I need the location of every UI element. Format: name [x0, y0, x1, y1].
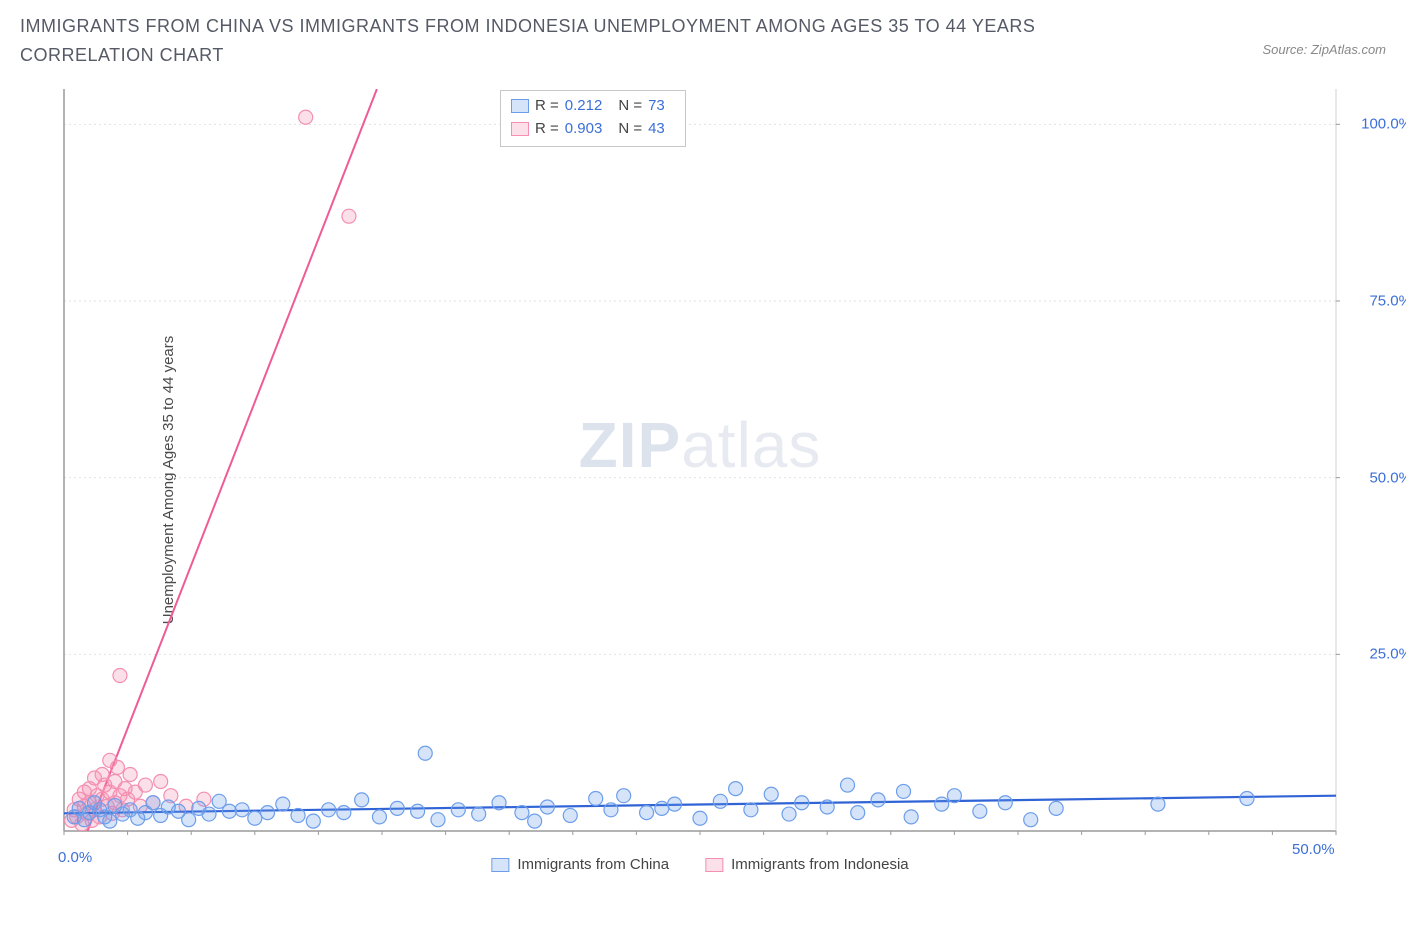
r-label: R =: [535, 95, 559, 118]
y-tick-label: 50.0%: [1369, 469, 1406, 486]
stats-row-china: R = 0.212 N = 73: [511, 95, 675, 118]
r-value-china: 0.212: [565, 95, 603, 118]
n-value-indonesia: 43: [648, 118, 665, 141]
y-tick-label: 100.0%: [1361, 116, 1406, 133]
x-tick-max: 50.0%: [1292, 841, 1335, 858]
legend-item-china: Immigrants from China: [491, 856, 669, 873]
legend-label-indonesia: Immigrants from Indonesia: [731, 856, 909, 873]
stats-row-indonesia: R = 0.903 N = 43: [511, 118, 675, 141]
chart-title: IMMIGRANTS FROM CHINA VS IMMIGRANTS FROM…: [20, 12, 1120, 70]
chart-area: Unemployment Among Ages 35 to 44 years Z…: [60, 85, 1380, 875]
x-tick-min: 0.0%: [58, 849, 92, 866]
legend-swatch-indonesia: [705, 858, 723, 872]
swatch-china: [511, 99, 529, 113]
y-tick-label: 25.0%: [1369, 646, 1406, 663]
legend-swatch-china: [491, 858, 509, 872]
legend: Immigrants from China Immigrants from In…: [491, 856, 908, 873]
r-value-indonesia: 0.903: [565, 118, 603, 141]
swatch-indonesia: [511, 122, 529, 136]
scatter-plot: ZIPatlas R = 0.212 N = 73 R = 0.903 N = …: [60, 85, 1340, 835]
n-label: N =: [618, 118, 642, 141]
legend-label-china: Immigrants from China: [517, 856, 669, 873]
n-label: N =: [618, 95, 642, 118]
plot-svg: [60, 85, 1340, 835]
legend-item-indonesia: Immigrants from Indonesia: [705, 856, 909, 873]
r-label: R =: [535, 118, 559, 141]
source-label: Source: ZipAtlas.com: [1262, 42, 1386, 57]
y-tick-label: 75.0%: [1369, 293, 1406, 310]
n-value-china: 73: [648, 95, 665, 118]
stats-box: R = 0.212 N = 73 R = 0.903 N = 43: [500, 90, 686, 147]
